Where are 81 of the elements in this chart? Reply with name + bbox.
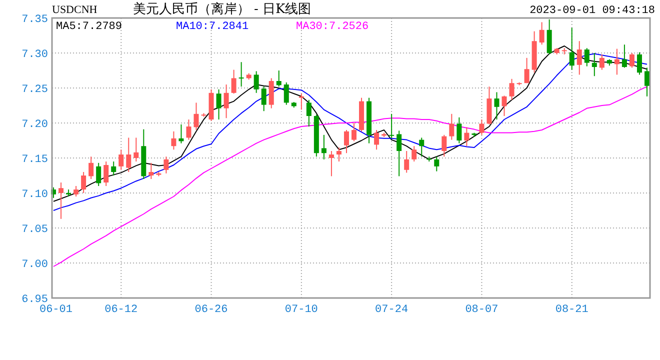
candlestick: [584, 48, 590, 67]
chart-title: 美元人民币（离岸） - 日K线图: [132, 1, 312, 17]
candlestick: [389, 113, 394, 139]
candlestick: [629, 52, 634, 68]
candlestick: [569, 27, 574, 70]
y-tick-label: 7.10: [22, 189, 48, 201]
candlestick: [442, 134, 447, 158]
candlestick: [164, 156, 169, 174]
candlestick: [231, 69, 236, 94]
candlestick: [352, 122, 357, 142]
candlestick: [224, 84, 229, 119]
candlestick: [502, 95, 507, 116]
candlestick: [111, 161, 116, 176]
candlestick: [336, 147, 342, 162]
candlestick: [419, 137, 424, 158]
text: MA30:7.2526: [296, 21, 369, 33]
x-tick-label: 06-26: [194, 304, 228, 316]
candlestick: [268, 78, 274, 109]
x-tick-label: 07-10: [284, 304, 318, 316]
candlestick: [126, 137, 132, 172]
candlestick: [374, 130, 380, 150]
candlestick: [74, 186, 79, 197]
candlestick: [186, 119, 192, 140]
candlestick: [636, 52, 642, 76]
candlestick: [464, 126, 470, 147]
text: USDCNH: [52, 4, 98, 16]
candlestick: [96, 162, 102, 186]
candlestick: [576, 40, 582, 76]
candlestick: [276, 70, 282, 88]
candlestick: [546, 18, 552, 55]
candlestick: [509, 78, 514, 100]
candlestick: [404, 150, 410, 174]
text: 2023-09-01 09:43:18: [530, 5, 655, 17]
candlestick: [104, 161, 109, 186]
candlestick: [216, 88, 222, 120]
candlestick: [118, 149, 124, 170]
candlestick: [622, 44, 627, 68]
candlestick: [58, 182, 64, 220]
candlestick: [134, 137, 139, 162]
candlestick: [449, 113, 454, 140]
candlestick: [194, 102, 199, 130]
x-tick-label: 06-12: [104, 304, 138, 316]
y-tick-label: 7.20: [22, 119, 48, 131]
candlestick: [284, 82, 289, 106]
candlestick: [396, 130, 402, 177]
candlestick: [238, 62, 244, 88]
candlestick: [344, 130, 349, 154]
candlestick: [592, 52, 597, 77]
candlestick: [254, 70, 259, 94]
y-tick-label: 7.35: [22, 14, 48, 26]
x-tick-label: 06-01: [39, 304, 73, 316]
candlestick: [298, 93, 304, 110]
candlestick: [524, 57, 530, 84]
candlestick: [261, 86, 266, 112]
candlestick: [412, 146, 417, 162]
candlestick: [539, 22, 544, 46]
candlestick: [479, 119, 484, 136]
candlestick: [148, 162, 154, 180]
y-tick-label: 7.30: [22, 49, 48, 61]
candlestick: [88, 156, 94, 180]
x-tick-label: 08-21: [555, 304, 589, 316]
candlestick: [434, 156, 440, 172]
candlestick: [494, 92, 500, 120]
candlestick: [599, 54, 604, 70]
candlestick: [321, 134, 326, 160]
x-tick-label: 08-07: [465, 304, 498, 316]
candlestick: [644, 67, 650, 97]
candlestick: [456, 116, 462, 144]
candlestick: [614, 48, 620, 76]
y-tick-label: 6.95: [22, 294, 48, 306]
y-tick-label: 7.25: [22, 84, 48, 96]
text: MA10:7.2841: [176, 21, 250, 33]
y-tick-label: 7.15: [22, 154, 48, 166]
y-tick-label: 7.05: [22, 224, 48, 236]
y-tick-label: 7.00: [22, 259, 48, 271]
candlestick: [81, 172, 86, 194]
candlestick: [306, 99, 312, 127]
candlestick: [171, 130, 176, 150]
x-tick-label: 07-24: [375, 304, 408, 316]
text: MA5:7.2789: [56, 21, 122, 33]
candlestick: [328, 150, 334, 177]
